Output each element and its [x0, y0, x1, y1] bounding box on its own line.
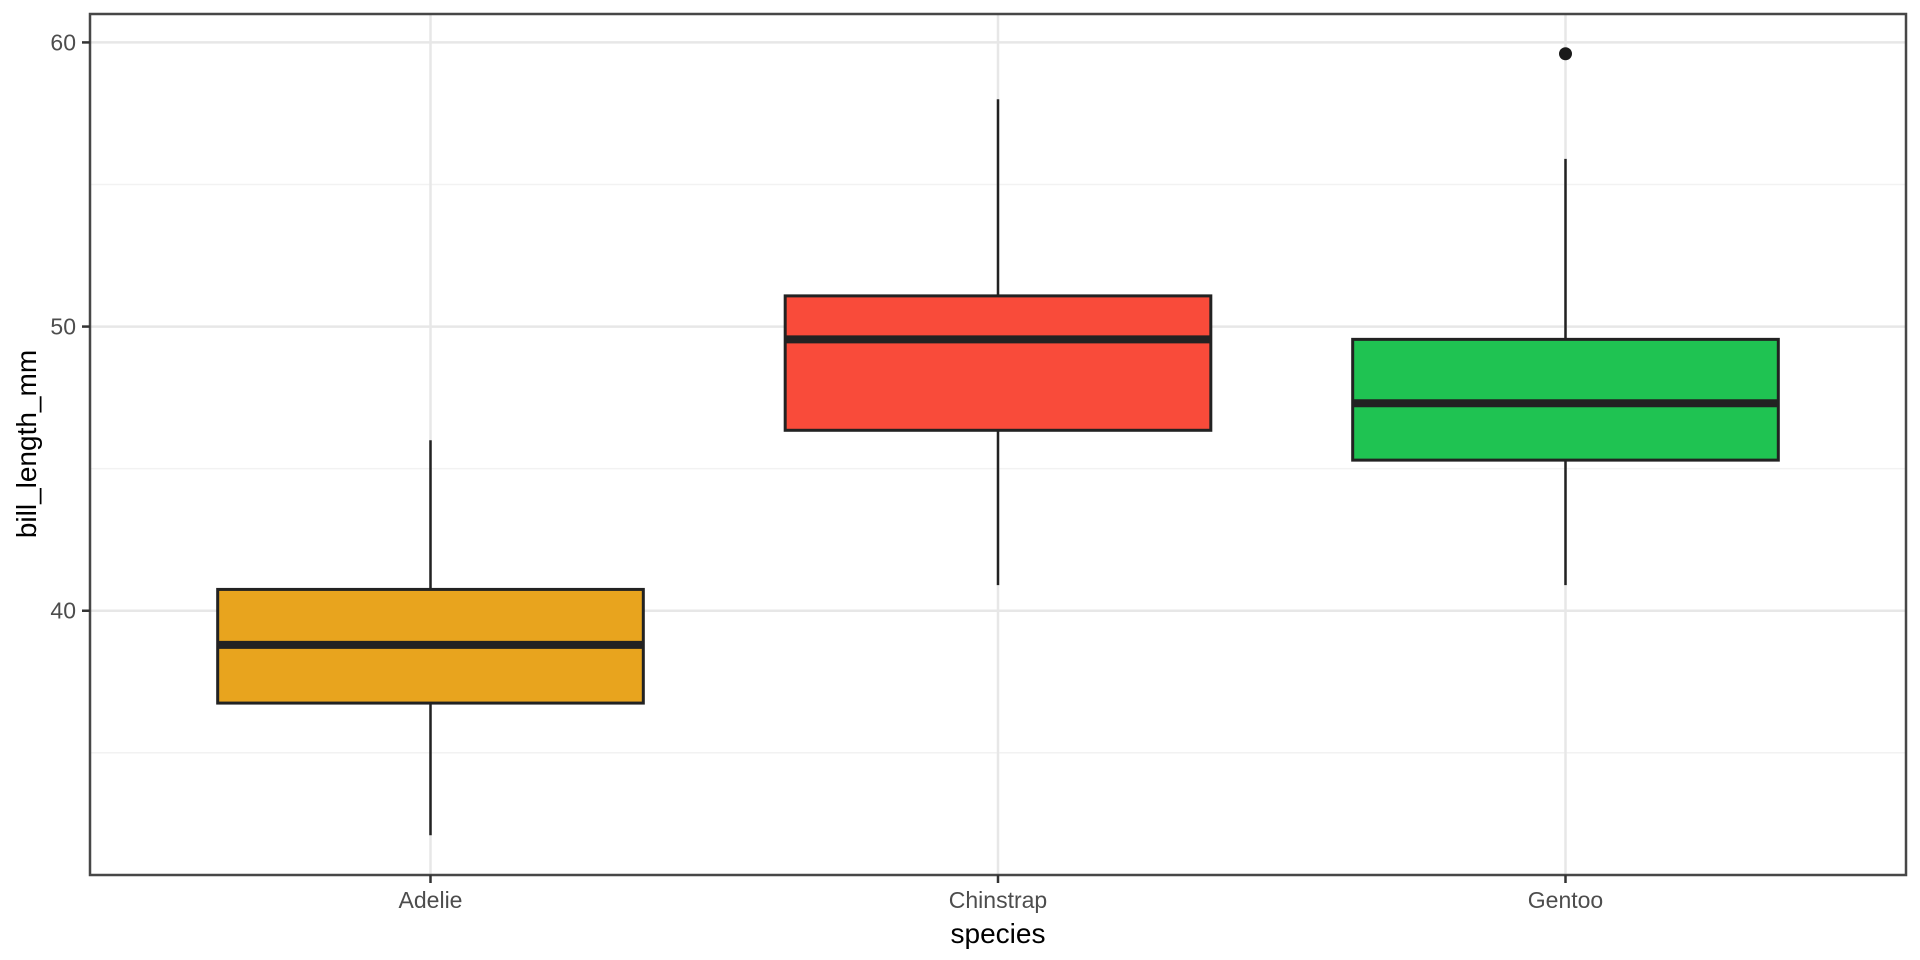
y-tick-label: 60	[50, 29, 76, 55]
x-tick-label: Gentoo	[1528, 887, 1603, 913]
y-tick-label: 40	[50, 598, 76, 624]
x-tick-label: Chinstrap	[949, 887, 1047, 913]
x-axis-title: species	[950, 918, 1046, 949]
box-chinstrap	[783, 294, 1213, 432]
y-tick-label: 50	[50, 314, 76, 340]
y-axis-title: bill_length_mm	[11, 349, 42, 539]
outlier-point	[1559, 47, 1572, 61]
x-tick-label: Adelie	[399, 887, 463, 913]
